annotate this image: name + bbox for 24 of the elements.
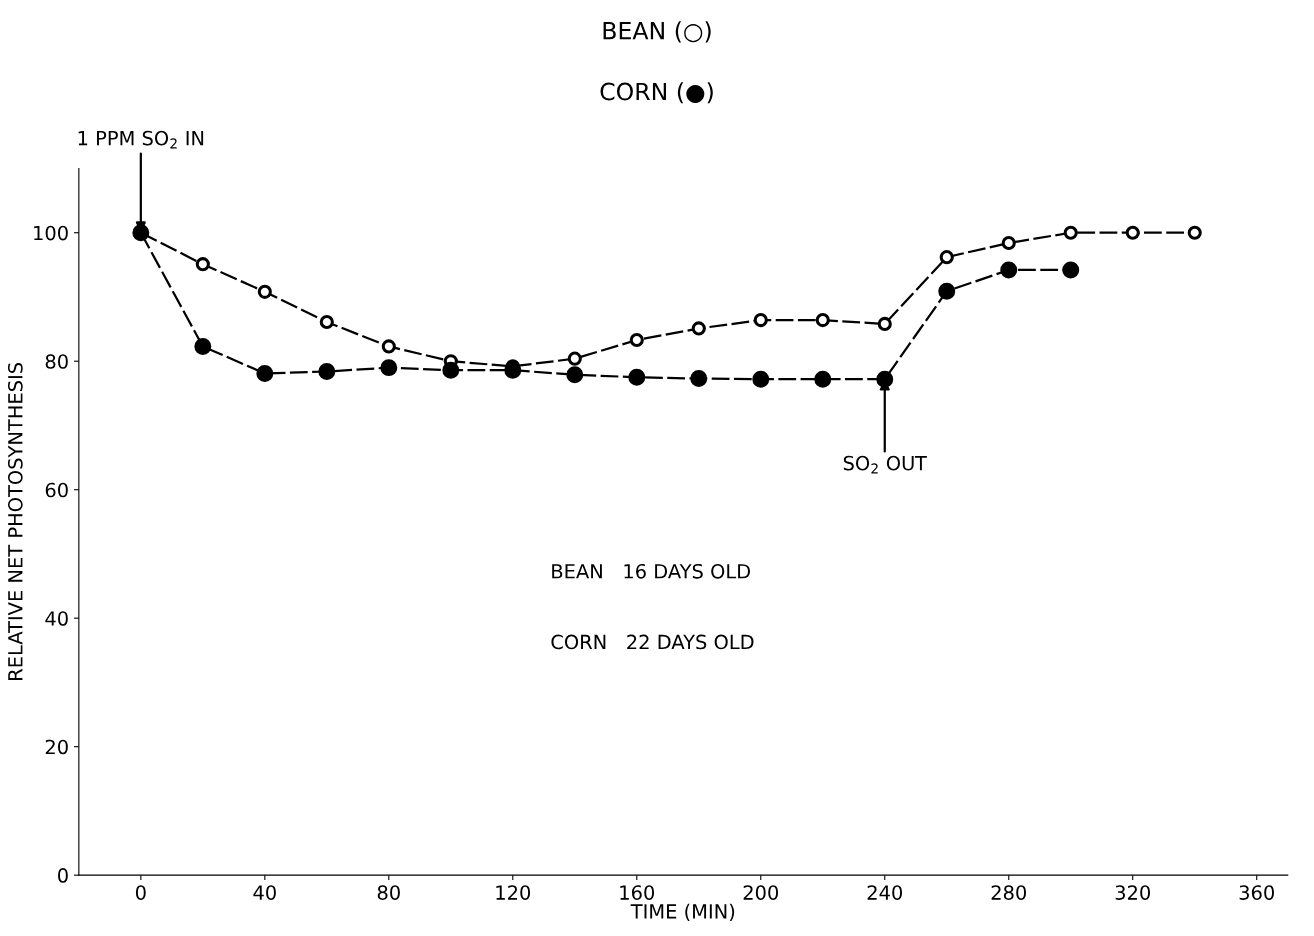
y-axis-title: RELATIVE NET PHOTOSYNTHESIS [7,362,23,680]
y-tick-label: 100 [34,225,68,241]
annotation: SO$_{2}$ OUT [843,455,927,474]
annotation: BEAN 16 DAYS OLD [552,563,751,579]
x-tick-label: 120 [496,885,531,900]
x-tick-label: 80 [377,885,400,900]
chart-title: BEAN (○) [603,21,711,43]
x-tick-label: 0 [135,885,146,900]
chart-subtitle: CORN (●) [600,82,713,104]
y-tick-label: 60 [45,482,68,498]
x-tick-label: 40 [253,885,276,900]
x-tick-label: 200 [743,885,779,900]
y-tick-label: 40 [45,611,68,626]
x-tick-label: 240 [867,885,903,900]
y-tick-label: 80 [45,354,68,369]
annotation: 1 PPM SO$_{2}$ IN [78,130,204,149]
y-tick-label: 0 [58,868,68,883]
x-tick-label: 320 [1115,885,1150,900]
annotation: CORN 22 DAYS OLD [551,634,754,650]
x-tick-label: 360 [1239,885,1274,900]
x-axis-title: TIME (MIN) [630,903,735,922]
y-tick-label: 20 [45,739,68,755]
x-tick-label: 280 [991,885,1027,900]
x-tick-label: 160 [620,885,655,900]
